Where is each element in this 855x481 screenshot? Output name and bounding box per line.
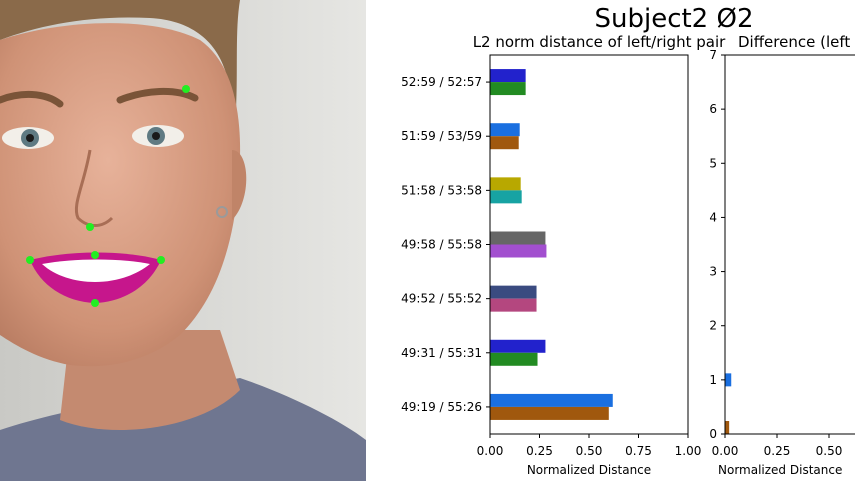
chart1-x-tick-label: 0.00 (477, 444, 504, 458)
chart1-bar-right (490, 82, 526, 96)
chart2-y-tick-label: 1 (709, 373, 717, 387)
chart2-frame (724, 54, 855, 435)
chart1-bar-left (490, 285, 537, 299)
chart1-bar-left (490, 393, 613, 407)
chart1-category-label: 49:19 / 55:26 (401, 400, 482, 414)
chart1-title: L2 norm distance of left/right pair (473, 33, 726, 51)
chart1-x-ticks: 0.00 0.25 0.50 0.75 1.00 (477, 434, 702, 458)
chart1-category-label: 49:52 / 55:52 (401, 292, 482, 306)
chart1-category-label: 49:58 / 55:58 (401, 238, 482, 252)
face-photo-illustration (0, 0, 366, 481)
chart2-x-tick-label: 0.00 (712, 444, 739, 458)
figure-title: Subject2 Ø2 (594, 4, 753, 34)
chart1-bar-left (490, 177, 521, 191)
chart1-category-label: 51:58 / 53:58 (401, 183, 482, 197)
chart2-bar (725, 421, 730, 434)
chart1-x-tick-label: 0.75 (625, 444, 652, 458)
charts-svg: Subject2 Ø2 L2 norm distance of left/rig… (401, 4, 855, 477)
chart1-bar-left (490, 339, 546, 353)
chart1-bar-right (490, 406, 609, 420)
chart1-bar-left (490, 231, 546, 245)
chart1-bar-right (490, 190, 522, 204)
chart1-bar-left (490, 69, 526, 83)
chart2-bar (725, 373, 732, 387)
chart2-bars (725, 373, 732, 434)
chart1-x-tick-label: 1.00 (675, 444, 702, 458)
chart2-y-tick-label: 5 (709, 156, 717, 170)
chart1-bar-right (490, 136, 519, 150)
chart1-bars (490, 69, 613, 420)
chart1-category-label: 51:59 / 53/59 (401, 129, 482, 143)
chart2-y-tick-label: 3 (709, 265, 717, 279)
chart1-xlabel: Normalized Distance (527, 463, 651, 477)
chart2-x-tick-label: 0.50 (816, 444, 843, 458)
chart1-bar-left (490, 123, 520, 137)
chart2-y-ticks: 0 1 2 3 4 5 6 7 (709, 48, 725, 441)
chart2-y-tick-label: 4 (709, 210, 717, 224)
chart2-y-tick-label: 2 (709, 319, 717, 333)
chart2-x-tick-label: 0.25 (764, 444, 791, 458)
chart1-category-label: 52:59 / 52:57 (401, 75, 482, 89)
chart2-y-tick-label: 6 (709, 102, 717, 116)
chart1-x-tick-label: 0.25 (526, 444, 553, 458)
chart2-xlabel: Normalized Distance (718, 463, 842, 477)
chart1-bar-right (490, 244, 547, 258)
chart1-y-ticks: 49:19 / 55:26 49:31 / 55:31 49:52 / 55:52 4… (401, 75, 490, 414)
chart1-x-tick-label: 0.50 (576, 444, 603, 458)
chart-area: Subject2 Ø2 L2 norm distance of left/rig… (366, 0, 855, 481)
chart2-x-ticks: 0.00 0.25 0.50 (712, 434, 843, 458)
face-photo (0, 0, 366, 481)
chart2-title: Difference (left (738, 33, 850, 51)
chart1-category-label: 49:31 / 55:31 (401, 346, 482, 360)
chart2-y-tick-label: 0 (709, 427, 717, 441)
chart1-bar-right (490, 298, 537, 312)
chart1-bar-right (490, 352, 538, 366)
chart2-y-tick-label: 7 (709, 48, 717, 62)
